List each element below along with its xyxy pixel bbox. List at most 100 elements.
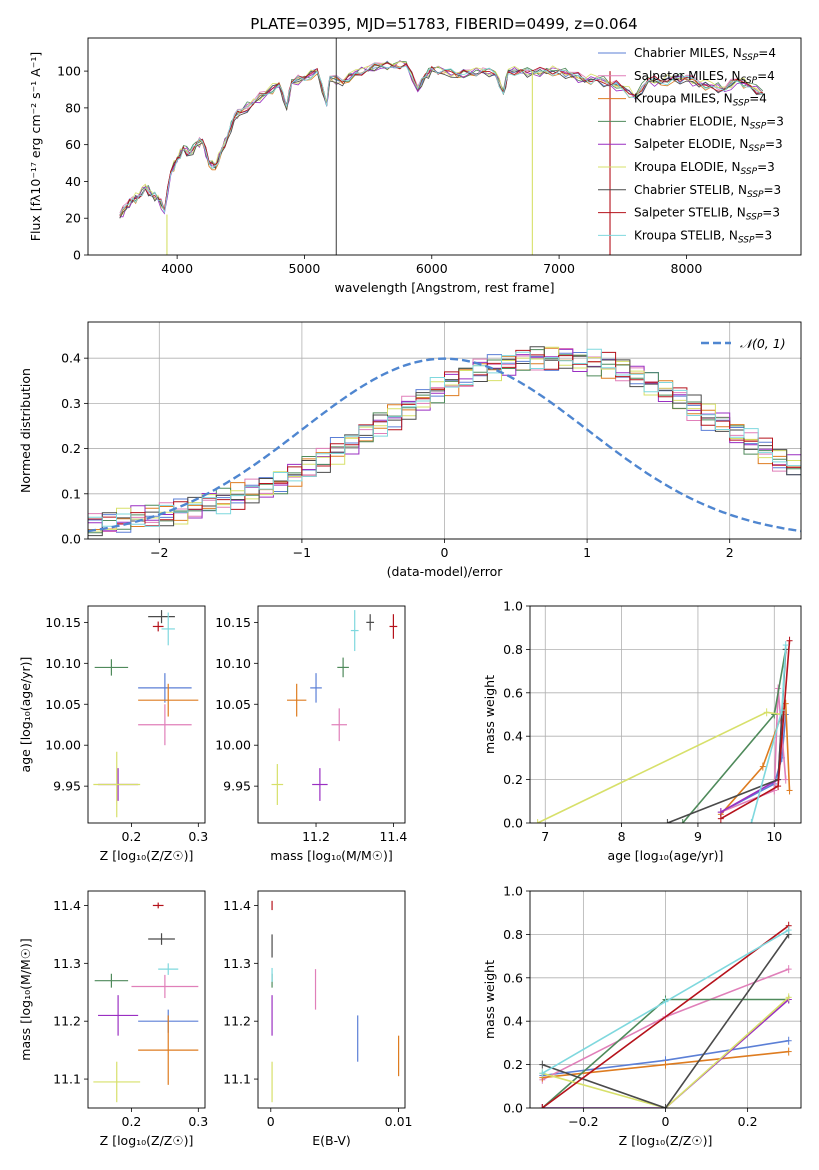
panel-spectrum: 4000 5000 6000 7000 8000 0 20 40 60 80 100 waveleng… [28, 37, 802, 295]
y-tick-label: 0.4 [61, 351, 81, 366]
x-tick-label: −2 [150, 545, 168, 560]
panel-mass_vs_ebv: 0 0.01 11.1 11.2 11.3 11.4 E(B-V) [223, 890, 413, 1148]
plot-area [119, 38, 764, 255]
x-tick-label: 9 [694, 829, 702, 844]
y-tick-label: 11.2 [223, 1014, 251, 1029]
y-tick-label: 0.2 [503, 772, 523, 787]
panel-mass_weight_vs_Z: −0.2 0 0.2 0.0 0.2 0.4 0.6 0.8 1.0 Z [log₁₀(Z/Z☉)… [482, 884, 802, 1148]
y-tick-label: 0.2 [61, 441, 81, 456]
legend-label: 𝒩(0, 1) [740, 336, 786, 351]
axes: −0.2 0 0.2 0.0 0.2 0.4 0.6 0.8 1.0 Z [log₁₀(Z/Z☉)… [482, 884, 802, 1148]
y-tick-label: 0.0 [503, 1101, 523, 1116]
y-tick-label: 0.2 [503, 1057, 523, 1072]
y-axis-label: Flux [fλ10⁻¹⁷ erg cm⁻² s⁻¹ A⁻¹] [28, 52, 43, 241]
panel-age_vs_Z: 0.2 0.3 9.95 10.00 10.05 10.10 10.15 Z [log₁₀(Z… [18, 605, 208, 863]
y-tick-label: 10.00 [215, 738, 251, 753]
y-tick-label: 11.4 [53, 898, 81, 913]
panel-residuals: −2 −1 0 1 2 0.0 0.1 0.2 0.3 0.4 (data-model)/error… [18, 321, 802, 579]
legend-label: Salpeter ELODIE, NSSP=3 [634, 137, 783, 154]
y-tick-label: 11.3 [53, 956, 81, 971]
y-tick-label: 0.8 [503, 927, 523, 942]
y-tick-label: 60 [65, 137, 81, 152]
weight-series-line [720, 703, 791, 815]
x-axis-label: Z [log₁₀(Z/Z☉)] [619, 1133, 713, 1148]
y-tick-label: 0.4 [503, 1014, 523, 1029]
x-tick-label: 0.01 [385, 1114, 413, 1129]
legend-label: Kroupa STELIB, NSSP=3 [634, 228, 772, 245]
y-tick-label: 0.4 [503, 729, 523, 744]
plot-area [271, 900, 400, 1103]
x-tick-label: 0.2 [122, 1114, 142, 1129]
legend-label: Salpeter MILES, NSSP=4 [634, 69, 775, 86]
y-tick-label: 10.10 [215, 656, 251, 671]
plot-area [93, 902, 199, 1103]
x-tick-label: 0.3 [188, 1114, 208, 1129]
weight-series-line [542, 933, 790, 1108]
x-tick-label: 0.2 [122, 829, 142, 844]
y-tick-label: 11.4 [223, 898, 251, 913]
grid-lines [88, 322, 801, 540]
y-axis-label: mass weight [482, 675, 497, 754]
x-axis-label: (data-model)/error [387, 564, 504, 579]
x-tick-label: 8 [618, 829, 626, 844]
axes: 7 8 9 10 0.0 0.2 0.4 0.6 0.8 1.0 age [log₁₀(age/yr… [482, 599, 802, 863]
y-tick-label: 11.2 [53, 1014, 81, 1029]
y-tick-label: 0.6 [503, 970, 523, 985]
y-tick-label: 9.95 [53, 779, 81, 794]
axes: 0.2 0.3 9.95 10.00 10.05 10.10 10.15 Z [log₁₀(Z… [18, 605, 208, 863]
axes: −2 −1 0 1 2 0.0 0.1 0.2 0.3 0.4 (data-model)/error… [18, 321, 802, 579]
x-tick-label: 7000 [543, 261, 575, 276]
x-axis-label: E(B-V) [312, 1133, 351, 1148]
axes-frame [87, 321, 802, 540]
x-tick-label: −1 [293, 545, 311, 560]
y-tick-label: 0.3 [61, 396, 81, 411]
y-tick-label: 40 [65, 174, 81, 189]
legend-label: Chabrier ELODIE, NSSP=3 [634, 114, 784, 131]
x-tick-label: 11.4 [379, 829, 407, 844]
y-axis-label: mass weight [482, 960, 497, 1039]
y-axis-label: mass [log₁₀(M/M☉)] [18, 938, 33, 1060]
axes-frame [257, 890, 406, 1109]
legend-label: Chabrier MILES, NSSP=4 [634, 46, 776, 63]
y-tick-label: 100 [57, 64, 81, 79]
axes-frame [529, 890, 802, 1109]
x-tick-label: 6000 [416, 261, 448, 276]
plot-area [539, 921, 792, 1108]
y-tick-label: 10.15 [45, 615, 81, 630]
histogram-step [88, 348, 801, 527]
x-axis-label: Z [log₁₀(Z/Z☉)] [100, 1133, 194, 1148]
weight-series-line [537, 711, 783, 823]
x-tick-label: 4000 [161, 261, 193, 276]
x-tick-label: −0.2 [568, 1114, 598, 1129]
x-axis-label: mass [log₁₀(M/M☉)] [270, 848, 392, 863]
axes-frame [529, 605, 802, 824]
y-tick-label: 1.0 [503, 884, 523, 899]
y-tick-label: 10.05 [215, 697, 251, 712]
y-tick-label: 11.3 [223, 956, 251, 971]
weight-series-line [542, 996, 790, 1108]
x-tick-label: 0 [267, 1114, 275, 1129]
y-tick-label: 11.1 [223, 1072, 251, 1087]
x-tick-label: 8000 [671, 261, 703, 276]
y-tick-label: 9.95 [223, 779, 251, 794]
x-tick-label: 1 [583, 545, 591, 560]
axes-frame [87, 605, 206, 824]
y-axis-label: age [log₁₀(age/yr)] [18, 657, 33, 773]
axes: 11.2 11.4 9.95 10.00 10.05 10.10 10.15 mass [lo… [215, 605, 407, 863]
axes-frame [257, 605, 406, 824]
histogram-step [88, 349, 801, 527]
axes: 0 0.01 11.1 11.2 11.3 11.4 E(B-V) [223, 890, 413, 1148]
y-tick-label: 0 [73, 248, 81, 263]
panel-mass_vs_Z: 0.2 0.3 11.1 11.2 11.3 11.4 Z [log₁₀(Z/Z☉)] mas… [18, 890, 208, 1148]
plot-area [93, 610, 199, 818]
axes: 4000 5000 6000 7000 8000 0 20 40 60 80 100 waveleng… [28, 37, 802, 295]
x-axis-label: wavelength [Angstrom, rest frame] [334, 280, 554, 295]
x-axis-label: Z [log₁₀(Z/Z☉)] [100, 848, 194, 863]
axes-frame [87, 890, 206, 1109]
x-tick-label: 7 [541, 829, 549, 844]
y-tick-label: 0.6 [503, 685, 523, 700]
y-tick-label: 80 [65, 100, 81, 115]
axes-frame [87, 37, 802, 256]
y-tick-label: 11.1 [53, 1072, 81, 1087]
